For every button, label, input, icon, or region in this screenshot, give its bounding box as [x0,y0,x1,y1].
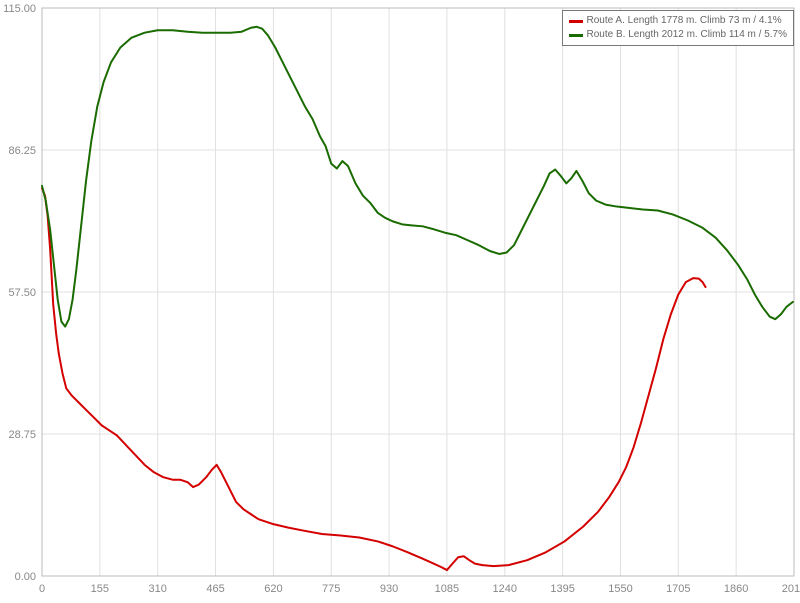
legend-swatch [569,34,583,37]
y-tick-label: 0.00 [15,571,36,583]
x-tick-label: 1240 [493,583,517,595]
chart-svg: 0 155 310 465 620 775 930 1085 1240 1395 1550 1705 1… [0,0,800,603]
x-tick-label: 1860 [724,583,748,595]
x-tick-label: 1705 [666,583,690,595]
x-tick-label: 0 [39,583,45,595]
y-tick-label: 86.25 [8,145,36,157]
x-tick-label: 1395 [550,583,574,595]
x-tick-label: 310 [149,583,167,595]
x-tick-label: 465 [206,583,224,595]
x-tick-label: 155 [91,583,109,595]
legend-item: Route A. Length 1778 m. Climb 73 m / 4.1… [569,14,787,28]
elevation-chart: 0 155 310 465 620 775 930 1085 1240 1395 1550 1705 1… [0,0,800,603]
y-tick-label: 28.75 [8,429,36,441]
x-tick-label: 930 [380,583,398,595]
legend-label: Route A. Length 1778 m. Climb 73 m / 4.1… [587,14,782,28]
legend-label: Route B. Length 2012 m. Climb 114 m / 5.… [587,28,787,42]
legend: Route A. Length 1778 m. Climb 73 m / 4.1… [562,10,794,46]
y-tick-label: 115.00 [3,3,36,15]
x-tick-label: 1085 [435,583,459,595]
legend-item: Route B. Length 2012 m. Climb 114 m / 5.… [569,28,787,42]
x-tick-label: 775 [322,583,340,595]
x-tick-label: 1550 [608,583,632,595]
x-tick-label: 2015 [782,583,800,595]
legend-swatch [569,20,583,23]
x-tick-label: 620 [264,583,282,595]
y-tick-label: 57.50 [8,287,36,299]
